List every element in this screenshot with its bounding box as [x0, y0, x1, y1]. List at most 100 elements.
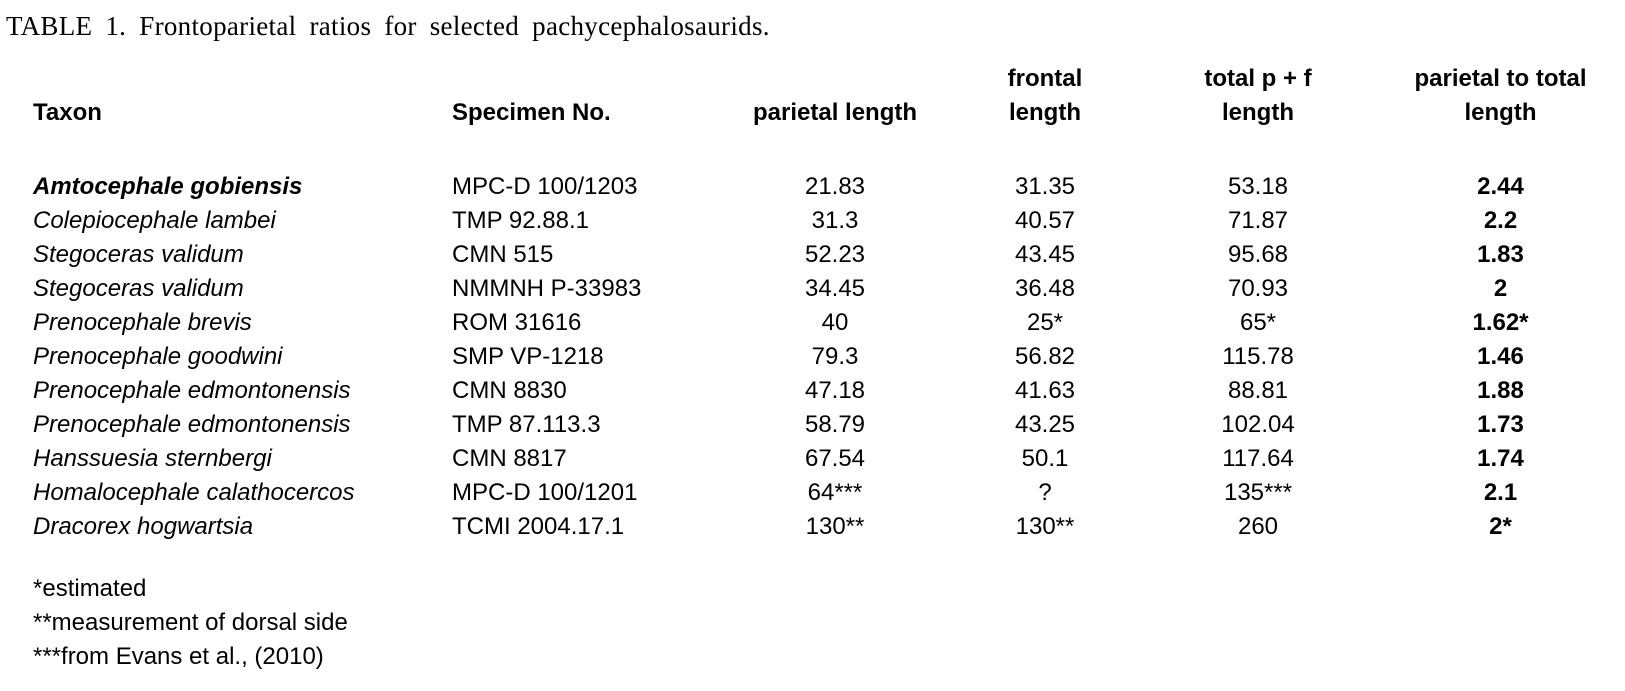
header-line: length: [1222, 99, 1294, 126]
ratio-cell: 2.44: [1477, 173, 1524, 200]
specimen-cell: CMN 515: [452, 241, 554, 268]
specimen-cell: TMP 87.113.3: [452, 411, 601, 438]
taxon-cell: Stegoceras validum: [33, 275, 244, 302]
header-line: length: [1464, 99, 1537, 126]
specimen-cell: TCMI 2004.17.1: [452, 513, 625, 540]
taxon-cell: Hanssuesia sternbergi: [33, 445, 272, 472]
footnote-dorsal-side: **measurement of dorsal side: [33, 609, 348, 636]
parietal-length-cell: 21.83: [804, 173, 866, 200]
ratio-cell: 1.46: [1477, 343, 1524, 370]
frontal-length-cell: 56.82: [1014, 343, 1076, 370]
taxon-cell: Homalocephale calathocercos: [33, 479, 355, 506]
parietal-length-cell: 58.79: [804, 411, 866, 438]
column-header-parietal-length: parietal length: [720, 96, 950, 130]
frontal-length-cell: 25*: [1026, 309, 1064, 336]
ratio-cell: 1.74: [1477, 445, 1524, 472]
frontal-length-cell: 41.63: [1014, 377, 1076, 404]
footnotes: *estimated **measurement of dorsal side …: [0, 572, 1625, 674]
header-line: parietal to total: [1414, 65, 1587, 92]
taxon-cell: Prenocephale brevis: [33, 309, 252, 336]
header-line: Taxon: [33, 99, 102, 126]
header-line: frontal: [1007, 65, 1083, 92]
total-length-cell: 135***: [1223, 479, 1293, 506]
frontal-length-cell: 130**: [1015, 513, 1075, 540]
parietal-length-cell: 52.23: [804, 241, 866, 268]
table-row: Hanssuesia sternbergi CMN 8817 67.54 50.…: [0, 442, 1625, 476]
taxon-cell: Dracorex hogwartsia: [33, 513, 254, 540]
specimen-cell: TMP 92.88.1: [452, 207, 589, 234]
footnote-evans-2010: ***from Evans et al., (2010): [33, 643, 324, 670]
frontal-length-cell: 31.35: [1014, 173, 1076, 200]
column-header-specimen: Specimen No.: [440, 96, 720, 130]
ratio-cell: 1.88: [1477, 377, 1524, 404]
ratio-cell: 2*: [1489, 513, 1512, 540]
ratio-cell: 2.2: [1483, 207, 1518, 234]
table-row: Homalocephale calathocercos MPC-D 100/12…: [0, 476, 1625, 510]
taxon-cell: Prenocephale edmontonensis: [33, 377, 351, 404]
footnote-estimated: *estimated: [33, 575, 147, 602]
total-length-cell: 88.81: [1227, 377, 1289, 404]
table-row: Stegoceras validum NMMNH P-33983 34.45 3…: [0, 272, 1625, 306]
header-line: Specimen No.: [452, 99, 611, 126]
frontal-length-cell: 43.45: [1014, 241, 1076, 268]
table-row: Stegoceras validum CMN 515 52.23 43.45 9…: [0, 238, 1625, 272]
total-length-cell: 65*: [1239, 309, 1277, 336]
table-header: Taxon Specimen No. parietal length front…: [0, 62, 1625, 130]
taxon-cell: Colepiocephale lambei: [33, 207, 276, 234]
parietal-length-cell: 34.45: [804, 275, 866, 302]
frontal-length-cell: 50.1: [1021, 445, 1069, 472]
parietal-length-cell: 47.18: [804, 377, 866, 404]
specimen-cell: NMMNH P-33983: [452, 275, 642, 302]
taxon-cell: Stegoceras validum: [33, 241, 244, 268]
specimen-cell: MPC-D 100/1203: [452, 173, 638, 200]
column-header-frontal-length: frontal length: [950, 62, 1140, 130]
parietal-length-cell: 31.3: [811, 207, 859, 234]
header-line: parietal length: [752, 99, 918, 126]
parietal-length-cell: 40: [821, 309, 849, 336]
parietal-length-cell: 130**: [805, 513, 865, 540]
table-row: Amtocephale gobiensis MPC-D 100/1203 21.…: [0, 170, 1625, 204]
frontal-length-cell: 43.25: [1014, 411, 1076, 438]
table-row: Prenocephale goodwini SMP VP-1218 79.3 5…: [0, 340, 1625, 374]
ratio-cell: 1.62*: [1472, 309, 1529, 336]
total-length-cell: 260: [1237, 513, 1279, 540]
total-length-cell: 95.68: [1227, 241, 1289, 268]
total-length-cell: 71.87: [1227, 207, 1289, 234]
frontal-length-cell: 40.57: [1014, 207, 1076, 234]
table-row: Prenocephale edmontonensis TMP 87.113.3 …: [0, 408, 1625, 442]
taxon-cell: Prenocephale edmontonensis: [33, 411, 351, 438]
column-header-taxon: Taxon: [0, 96, 440, 130]
parietal-length-cell: 64***: [807, 479, 863, 506]
parietal-length-cell: 67.54: [804, 445, 866, 472]
specimen-cell: ROM 31616: [452, 309, 582, 336]
column-header-total-length: total p + f length: [1140, 62, 1376, 130]
table-row: Prenocephale brevis ROM 31616 40 25* 65*…: [0, 306, 1625, 340]
specimen-cell: MPC-D 100/1201: [452, 479, 638, 506]
specimen-cell: CMN 8817: [452, 445, 567, 472]
total-length-cell: 102.04: [1221, 411, 1295, 438]
specimen-cell: SMP VP-1218: [452, 343, 604, 370]
ratio-cell: 1.73: [1477, 411, 1524, 438]
table-row: Dracorex hogwartsia TCMI 2004.17.1 130**…: [0, 510, 1625, 544]
ratio-cell: 2.1: [1483, 479, 1518, 506]
total-length-cell: 70.93: [1227, 275, 1289, 302]
specimen-cell: CMN 8830: [452, 377, 567, 404]
taxon-cell: Prenocephale goodwini: [33, 343, 283, 370]
header-line: total p + f: [1204, 65, 1312, 92]
frontal-length-cell: 36.48: [1014, 275, 1076, 302]
total-length-cell: 53.18: [1227, 173, 1289, 200]
table-body: Amtocephale gobiensis MPC-D 100/1203 21.…: [0, 170, 1625, 544]
header-line: length: [1009, 99, 1081, 126]
table-row: Colepiocephale lambei TMP 92.88.1 31.3 4…: [0, 204, 1625, 238]
ratio-cell: 1.83: [1477, 241, 1524, 268]
frontal-length-cell: ?: [1038, 479, 1052, 506]
table-row: Prenocephale edmontonensis CMN 8830 47.1…: [0, 374, 1625, 408]
total-length-cell: 115.78: [1222, 343, 1294, 370]
ratio-cell: 2: [1493, 275, 1508, 302]
column-header-parietal-to-total: parietal to total length: [1376, 62, 1625, 130]
table-title: TABLE 1. Frontoparietal ratios for selec…: [6, 11, 770, 41]
parietal-length-cell: 79.3: [811, 343, 859, 370]
total-length-cell: 117.64: [1222, 445, 1294, 472]
taxon-cell: Amtocephale gobiensis: [33, 173, 303, 200]
